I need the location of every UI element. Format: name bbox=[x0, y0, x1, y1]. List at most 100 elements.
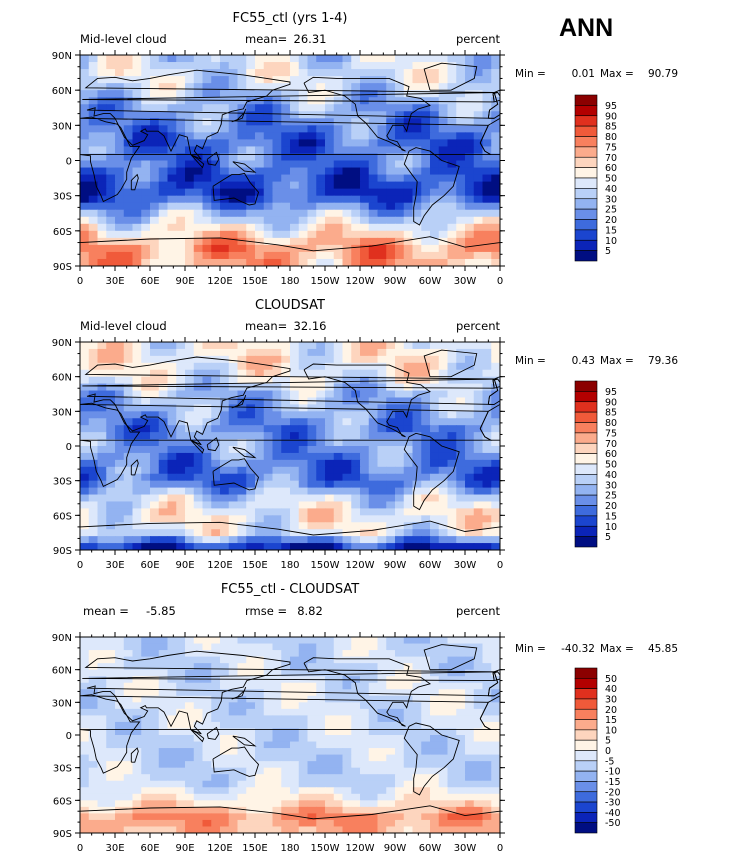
field-cell bbox=[377, 167, 387, 176]
field-cell bbox=[272, 390, 282, 399]
field-cell bbox=[263, 741, 274, 749]
field-cell bbox=[403, 83, 414, 91]
field-cell bbox=[351, 62, 361, 70]
field-cell bbox=[97, 637, 107, 645]
field-cell bbox=[220, 251, 230, 260]
field-cell bbox=[473, 689, 484, 697]
field-cell bbox=[80, 774, 90, 782]
y-tick-label: 90N bbox=[52, 338, 72, 349]
field-cell bbox=[438, 432, 449, 440]
field-cell bbox=[132, 682, 142, 690]
field-cell bbox=[298, 819, 309, 828]
field-cell bbox=[97, 494, 107, 503]
field-cell bbox=[237, 663, 247, 671]
field-cell bbox=[263, 695, 274, 703]
field-cell bbox=[281, 663, 291, 671]
field-cell bbox=[211, 425, 221, 433]
field-cell bbox=[263, 425, 274, 433]
field-cell bbox=[193, 348, 204, 357]
field-cell bbox=[333, 153, 344, 162]
field-cell bbox=[430, 97, 440, 105]
field-cell bbox=[88, 761, 99, 769]
field-cell bbox=[167, 195, 177, 204]
field-cell bbox=[351, 404, 361, 412]
field-cell bbox=[368, 230, 379, 239]
field-cell bbox=[237, 160, 247, 169]
field-cell bbox=[412, 800, 422, 808]
field-cell bbox=[220, 376, 230, 385]
field-cell bbox=[167, 643, 177, 651]
field-cell bbox=[220, 125, 230, 133]
coastline-5 bbox=[423, 349, 478, 378]
field-cell bbox=[333, 118, 344, 126]
field-cell bbox=[491, 69, 500, 77]
field-cell bbox=[115, 793, 125, 801]
field-cell bbox=[272, 376, 282, 385]
field-cell bbox=[316, 748, 326, 756]
field-cell bbox=[307, 397, 317, 405]
field-cell bbox=[255, 787, 265, 795]
field-cell bbox=[115, 754, 125, 762]
field-cell bbox=[342, 390, 352, 399]
field-cell bbox=[281, 69, 291, 77]
field-cell bbox=[185, 411, 195, 419]
field-cell bbox=[220, 97, 230, 105]
field-cell bbox=[106, 819, 116, 828]
field-cell bbox=[167, 501, 177, 509]
field-cell bbox=[228, 487, 239, 496]
field-cell bbox=[316, 708, 326, 716]
field-cell bbox=[202, 466, 212, 475]
field-cell bbox=[386, 787, 396, 795]
field-cell bbox=[290, 689, 300, 697]
field-cell bbox=[412, 813, 422, 821]
field-cell bbox=[473, 146, 484, 155]
field-cell bbox=[456, 761, 466, 769]
field-cell bbox=[491, 715, 500, 723]
field-cell bbox=[97, 774, 107, 782]
field-cell bbox=[106, 223, 116, 232]
field-cell bbox=[412, 501, 422, 509]
field-cell bbox=[281, 244, 291, 253]
field-cell bbox=[106, 369, 116, 378]
field-cell bbox=[430, 251, 440, 260]
field-cell bbox=[228, 813, 239, 821]
field-cell bbox=[106, 676, 116, 684]
field-cell bbox=[141, 118, 151, 126]
field-cell bbox=[438, 806, 449, 814]
field-cell bbox=[430, 508, 440, 516]
field-cell bbox=[325, 826, 335, 833]
field-cell bbox=[412, 362, 422, 371]
field-cell bbox=[167, 466, 177, 475]
field-cell bbox=[228, 643, 239, 651]
field-cell bbox=[123, 487, 134, 496]
field-cell bbox=[88, 404, 99, 412]
field-cell bbox=[158, 397, 169, 405]
field-cell bbox=[430, 515, 440, 523]
field-cell bbox=[211, 188, 221, 197]
field-cell bbox=[115, 376, 125, 385]
field-cell bbox=[220, 501, 230, 509]
field-cell bbox=[438, 669, 449, 677]
field-cell bbox=[447, 715, 457, 723]
field-cell bbox=[141, 216, 151, 225]
field-cell bbox=[237, 418, 247, 426]
field-cell bbox=[316, 508, 326, 516]
field-cell bbox=[307, 355, 317, 364]
field-cell bbox=[115, 466, 125, 475]
field-cell bbox=[456, 251, 466, 260]
field-cell bbox=[482, 55, 492, 63]
field-cell bbox=[333, 209, 344, 218]
field-cell bbox=[185, 459, 195, 468]
field-cell bbox=[202, 348, 212, 357]
field-cell bbox=[395, 774, 405, 782]
field-cell bbox=[115, 418, 125, 426]
y-tick-label: 90S bbox=[53, 546, 72, 557]
field-cell bbox=[412, 244, 422, 253]
field-cell bbox=[465, 780, 475, 788]
colorbar-swatch bbox=[574, 515, 598, 527]
field-cell bbox=[185, 787, 195, 795]
field-cell bbox=[438, 663, 449, 671]
field-cell bbox=[176, 637, 186, 645]
field-cell bbox=[473, 536, 484, 544]
x-tick-label: 90W bbox=[384, 560, 407, 571]
